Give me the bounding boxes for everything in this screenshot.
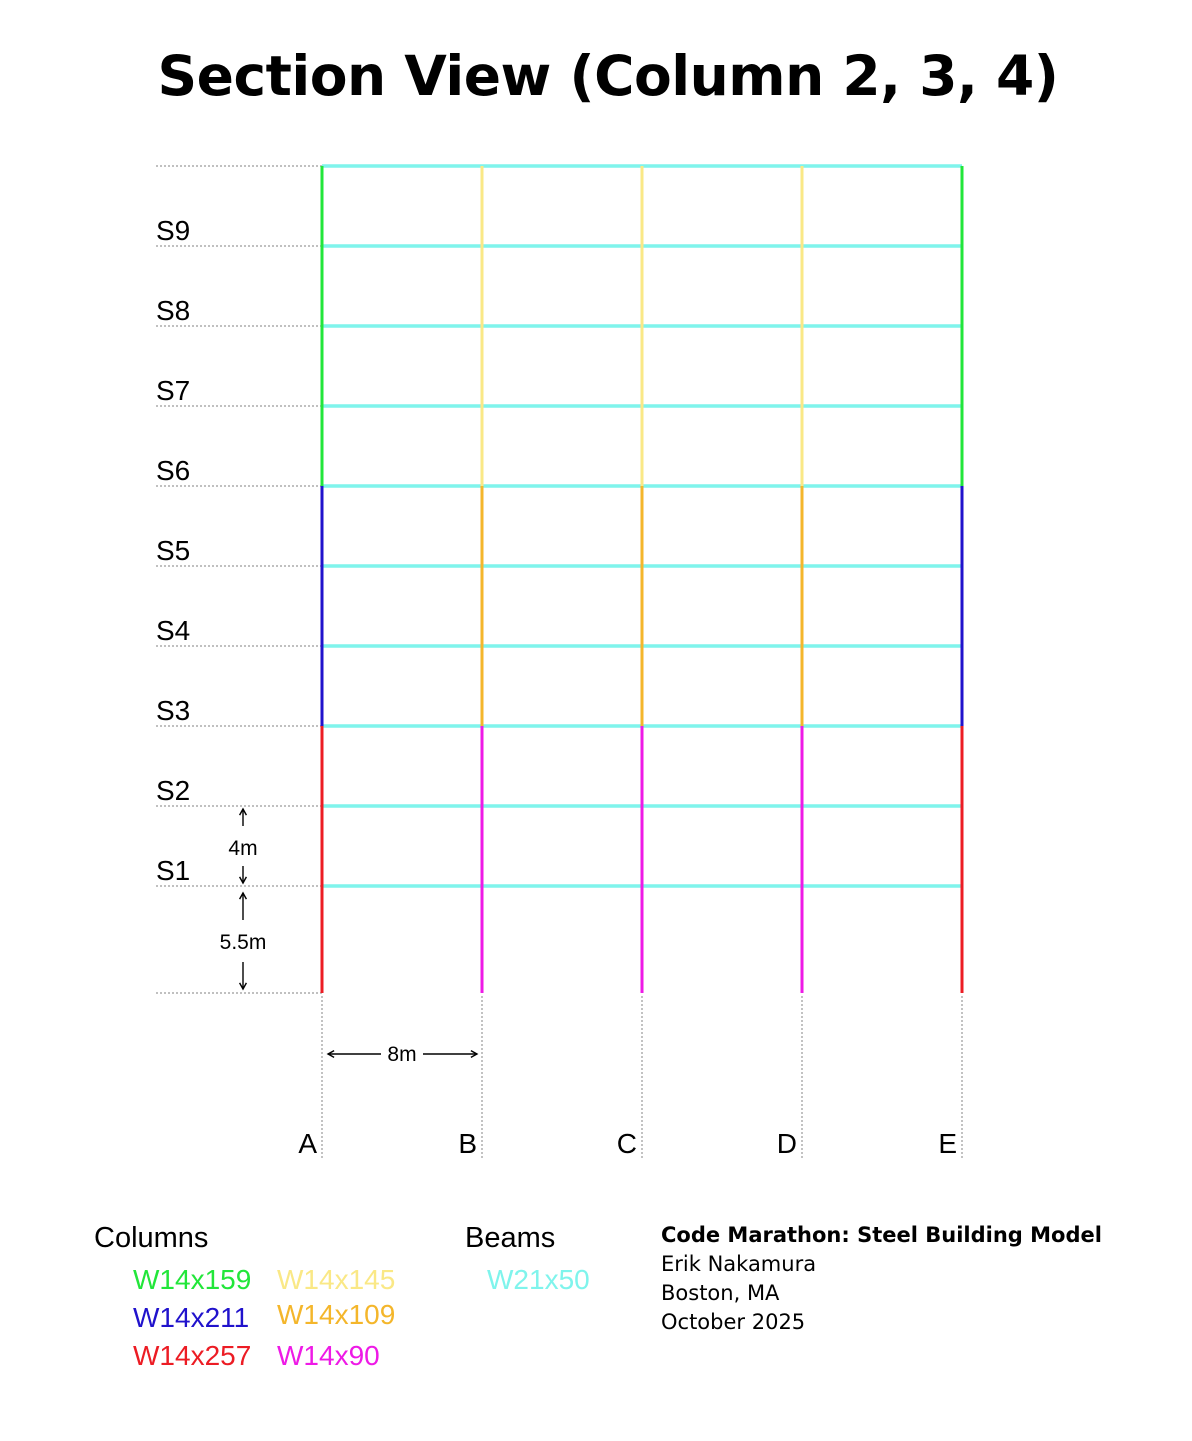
- legend-item-w14x109: W14x109: [277, 1299, 396, 1330]
- grid-label-b: B: [458, 1128, 477, 1159]
- dim-label-8m: 8m: [387, 1043, 416, 1066]
- legend-item-w14x145: W14x145: [277, 1264, 396, 1295]
- legend-beams-heading: Beams: [465, 1222, 556, 1254]
- dim-arrow-4m-down-head: [238, 876, 248, 885]
- legend-columns-heading: Columns: [94, 1222, 209, 1254]
- legend-item-w14x159: W14x159: [133, 1264, 252, 1295]
- dim-arrow-8m-right-head: [470, 1049, 479, 1059]
- grid-label-e: E: [938, 1128, 957, 1159]
- storey-label-s8: S8: [156, 295, 190, 326]
- dim-arrow-5p5m-down-head: [238, 982, 248, 991]
- storey-label-s5: S5: [156, 535, 190, 566]
- project-title: Code Marathon: Steel Building Model: [661, 1223, 1102, 1247]
- legend-item-w14x90: W14x90: [277, 1340, 380, 1371]
- page-title: Section View (Column 2, 3, 4): [157, 44, 1059, 108]
- grid-label-d: D: [777, 1128, 797, 1159]
- storey-label-s6: S6: [156, 455, 190, 486]
- legend-item-w21x50: W21x50: [487, 1264, 590, 1295]
- dim-label-5p5m: 5.5m: [220, 931, 267, 954]
- legend-item-w14x211: W14x211: [133, 1302, 250, 1333]
- storey-label-s9: S9: [156, 215, 190, 246]
- storey-label-s1: S1: [156, 855, 190, 886]
- columns-layer: [320, 166, 964, 993]
- grid-label-c: C: [617, 1128, 637, 1159]
- dimension-guides: [156, 165, 963, 1160]
- labels-layer: S1 S2 S3 S4 S5 S6 S7 S8 S9 A B C D E: [156, 215, 957, 1159]
- legend-item-w14x257: W14x257: [133, 1340, 252, 1371]
- dimension-annotations: 4m 5.5m 8m: [220, 807, 479, 1066]
- dim-arrow-5p5m-up-head: [238, 891, 248, 900]
- date: October 2025: [661, 1310, 806, 1334]
- storey-label-s4: S4: [156, 615, 190, 646]
- location: Boston, MA: [661, 1281, 780, 1305]
- dim-arrow-8m-left-head: [326, 1049, 335, 1059]
- storey-label-s2: S2: [156, 775, 190, 806]
- storey-label-s7: S7: [156, 375, 190, 406]
- grid-label-a: A: [298, 1128, 317, 1159]
- dim-arrow-4m-up-head: [238, 807, 248, 816]
- author-name: Erik Nakamura: [661, 1252, 817, 1276]
- credits-block: Code Marathon: Steel Building Model Erik…: [661, 1221, 1102, 1337]
- storey-label-s3: S3: [156, 695, 190, 726]
- dim-label-4m: 4m: [228, 837, 257, 860]
